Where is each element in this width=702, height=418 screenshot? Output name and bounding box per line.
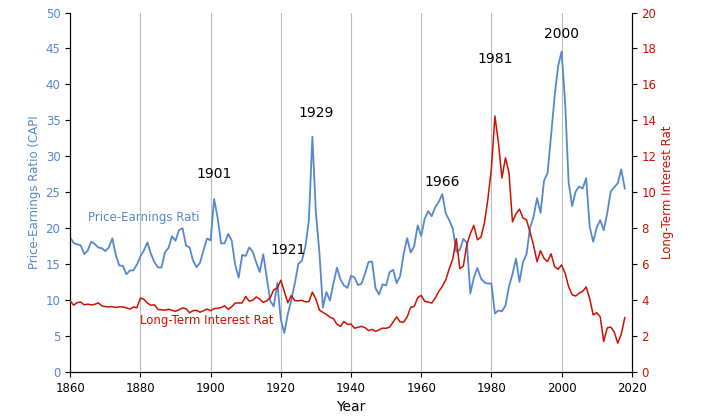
X-axis label: Year: Year [336,400,366,414]
Text: 1921: 1921 [270,243,305,257]
Text: 2000: 2000 [544,27,579,41]
Text: Long-Term Interest Rat: Long-Term Interest Rat [140,314,274,327]
Text: 1901: 1901 [197,168,232,181]
Y-axis label: Price-Earnings Ratio (CAPI: Price-Earnings Ratio (CAPI [29,115,41,269]
Text: Price-Earnings Rati: Price-Earnings Rati [88,211,199,224]
Y-axis label: Long-Term Interest Rat: Long-Term Interest Rat [661,125,674,259]
Text: 1966: 1966 [425,175,460,189]
Text: 1929: 1929 [298,107,333,120]
Text: 1981: 1981 [477,53,512,66]
